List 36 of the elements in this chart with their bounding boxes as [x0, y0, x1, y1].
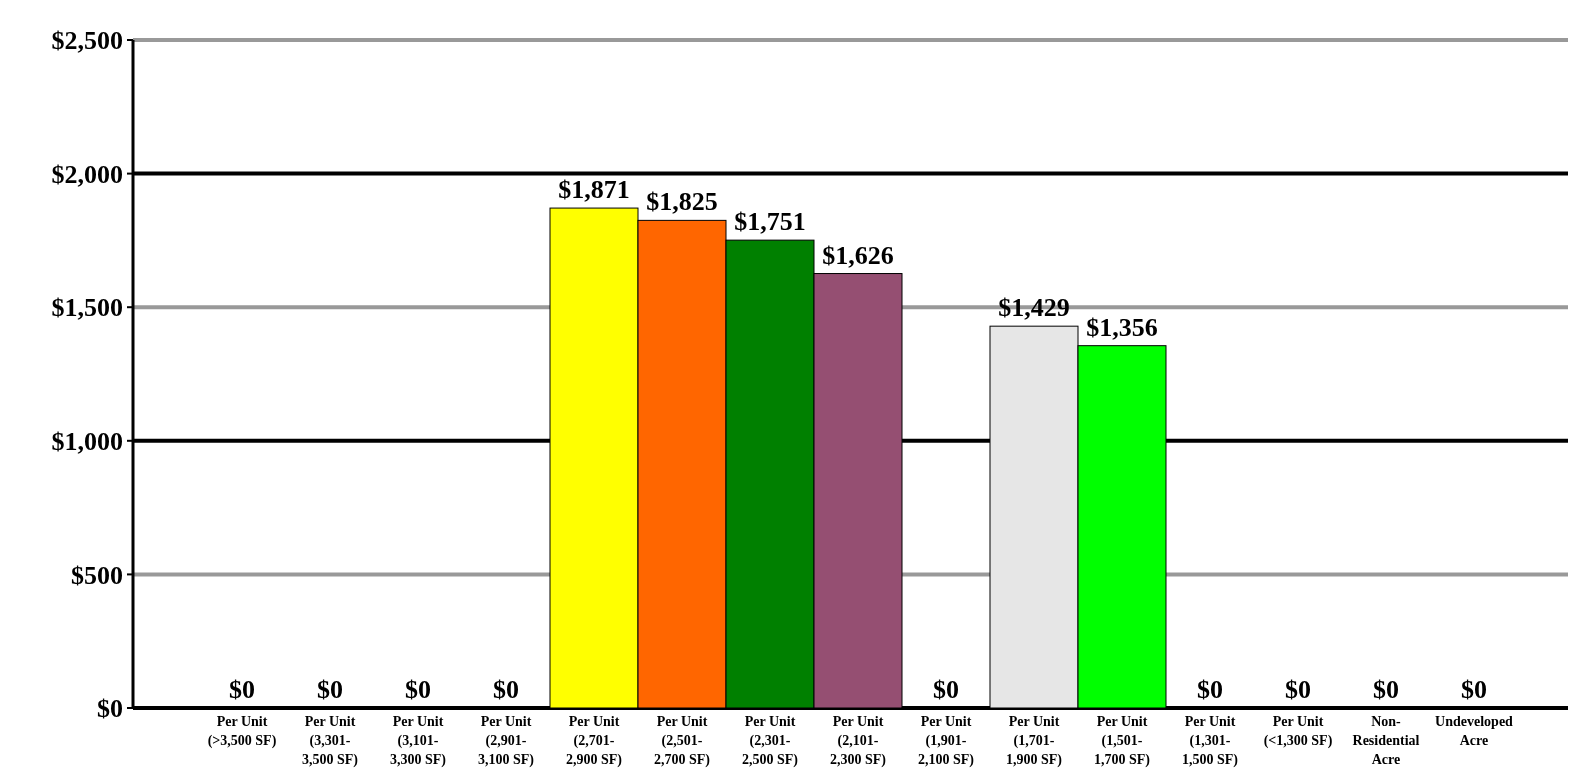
- y-tick-label: $1,000: [51, 426, 123, 456]
- data-label: $0: [1373, 675, 1399, 704]
- data-label: $0: [493, 675, 519, 704]
- data-label: $0: [1197, 675, 1223, 704]
- x-tick-label: Non-Residential Acre: [1352, 714, 1420, 767]
- y-tick-label: $2,500: [51, 26, 123, 56]
- x-tick-label: Per Unit (2,501-2,700 SF): [654, 714, 711, 768]
- x-tick-label: Per Unit (3,101-3,300 SF): [390, 714, 447, 768]
- data-label: $1,825: [646, 187, 718, 217]
- data-label: $1,871: [558, 175, 630, 205]
- data-label: $1,626: [822, 240, 894, 270]
- x-tick-label: Per Unit (2,101-2,300 SF): [830, 714, 887, 768]
- x-tick-label: Per Unit (2,301-2,500 SF): [742, 714, 799, 768]
- x-tick-label: Per Unit (2,901-3,100 SF): [478, 714, 535, 768]
- x-tick-label: Per Unit (2,701-2,900 SF): [566, 714, 623, 768]
- y-tick-label: $2,000: [51, 159, 123, 189]
- data-label: $0: [1285, 675, 1311, 704]
- x-tick-label: Per Unit (3,301-3,500 SF): [302, 714, 359, 768]
- x-tick-label: Per Unit (1,701-1,900 SF): [1006, 714, 1063, 768]
- data-label: $0: [933, 675, 959, 704]
- data-label: $0: [405, 675, 431, 704]
- x-tick-label: Per Unit (<1,300 SF): [1263, 714, 1333, 749]
- data-label: $1,751: [734, 207, 806, 237]
- data-label: $1,429: [998, 293, 1070, 323]
- data-label: $0: [229, 675, 255, 704]
- x-tick-label: Per Unit (>3,500 SF): [207, 714, 277, 749]
- y-tick-label: $1,500: [51, 293, 123, 323]
- x-tick-label: Per Unit (1,501-1,700 SF): [1094, 714, 1151, 768]
- x-tick-label: Per Unit (1,301-1,500 SF): [1182, 714, 1239, 768]
- data-label: $0: [317, 675, 343, 704]
- x-tick-label: Undeveloped Acre: [1435, 714, 1514, 748]
- y-tick-label: $500: [71, 560, 123, 590]
- data-label: $1,356: [1086, 312, 1158, 342]
- data-label: $0: [1461, 675, 1487, 704]
- x-tick-label: Per Unit (1,901-2,100 SF): [918, 714, 975, 768]
- y-tick-label: $0: [97, 694, 123, 724]
